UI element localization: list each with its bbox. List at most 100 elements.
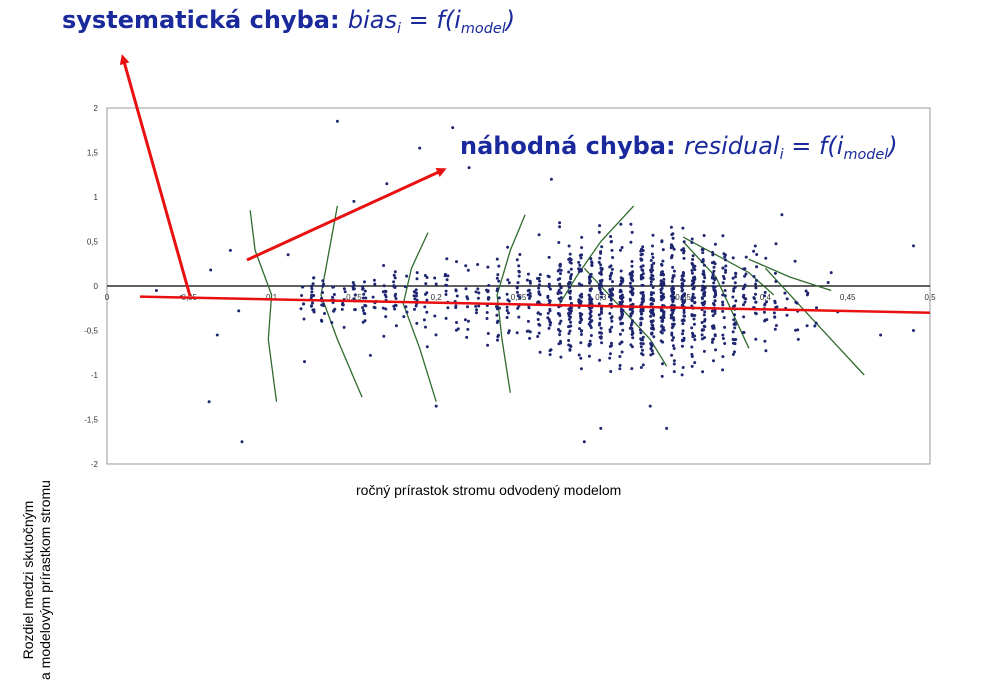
data-point (660, 320, 664, 323)
data-point (383, 289, 387, 293)
data-point (588, 289, 592, 293)
data-point (669, 243, 673, 247)
data-point (577, 270, 581, 273)
data-point (621, 328, 625, 332)
data-point (629, 240, 633, 244)
data-point (569, 261, 573, 265)
data-point (547, 285, 551, 289)
data-point (620, 308, 624, 312)
data-point (741, 331, 745, 334)
data-point (734, 272, 738, 276)
data-point (455, 294, 459, 298)
data-point (639, 338, 643, 342)
data-point (714, 348, 718, 352)
data-point (549, 348, 553, 352)
data-point (597, 313, 601, 317)
data-point (310, 284, 313, 288)
x-tick-label: 0,4 (760, 293, 772, 302)
data-point (649, 353, 653, 357)
data-point (609, 297, 613, 301)
data-point (331, 295, 335, 299)
data-point (382, 284, 386, 288)
data-point (649, 342, 653, 345)
data-point (630, 260, 634, 263)
data-point (536, 318, 540, 321)
data-point (547, 255, 551, 259)
data-point (691, 331, 694, 335)
data-point (682, 279, 686, 283)
data-point (795, 301, 799, 305)
data-point (691, 295, 695, 299)
data-point (443, 272, 447, 276)
data-point (733, 321, 737, 325)
data-point (582, 440, 586, 444)
data-point (589, 315, 593, 319)
data-point (763, 318, 767, 322)
data-point (353, 308, 357, 312)
data-point (690, 364, 694, 368)
data-point (691, 258, 695, 261)
data-point (743, 300, 747, 304)
data-point (525, 278, 529, 282)
data-point (320, 319, 324, 323)
data-point (486, 297, 490, 301)
data-point (559, 355, 563, 359)
data-point (475, 308, 478, 312)
data-point (433, 314, 437, 318)
data-point (537, 286, 541, 290)
residual-curve (764, 267, 865, 376)
data-point (651, 256, 655, 259)
data-point (774, 280, 778, 283)
data-point (651, 312, 655, 316)
data-point (774, 306, 778, 309)
y-tick-label: -2 (91, 460, 99, 469)
data-point (559, 341, 562, 345)
data-point (598, 288, 602, 292)
data-point (712, 302, 715, 305)
data-point (598, 256, 602, 260)
data-point (744, 297, 748, 301)
data-point (588, 281, 592, 285)
data-point (690, 314, 694, 318)
data-point (361, 309, 365, 312)
data-point (299, 307, 303, 311)
data-point (588, 307, 592, 311)
data-point (363, 289, 367, 293)
data-point (650, 265, 654, 269)
data-point (712, 265, 716, 269)
data-point (580, 246, 584, 250)
data-point (641, 269, 645, 272)
data-point (661, 273, 665, 277)
data-point (680, 319, 684, 322)
bias-formula-c: ) (505, 6, 516, 34)
data-point (598, 271, 602, 275)
data-point (456, 327, 460, 331)
data-point (579, 268, 583, 272)
data-point (474, 304, 478, 308)
data-point (445, 257, 449, 261)
data-point (661, 292, 665, 296)
data-point (361, 285, 365, 289)
data-point (651, 308, 655, 312)
data-point (476, 287, 480, 291)
residual-formula-c: ) (888, 132, 898, 160)
data-point (446, 274, 450, 278)
data-point (569, 267, 573, 271)
data-point (589, 326, 593, 330)
data-point (506, 278, 510, 282)
data-point (495, 257, 499, 261)
data-point (413, 307, 416, 311)
data-point (610, 315, 614, 319)
data-point (702, 280, 706, 284)
data-point (713, 285, 717, 289)
data-point (321, 303, 325, 306)
data-point (466, 305, 469, 309)
data-point (701, 251, 705, 255)
data-point (681, 332, 684, 336)
data-point (455, 321, 458, 324)
data-point (536, 335, 540, 338)
x-tick-label: 0,5 (924, 293, 936, 302)
data-point (682, 300, 686, 304)
data-point (444, 289, 448, 293)
data-point (641, 348, 644, 352)
